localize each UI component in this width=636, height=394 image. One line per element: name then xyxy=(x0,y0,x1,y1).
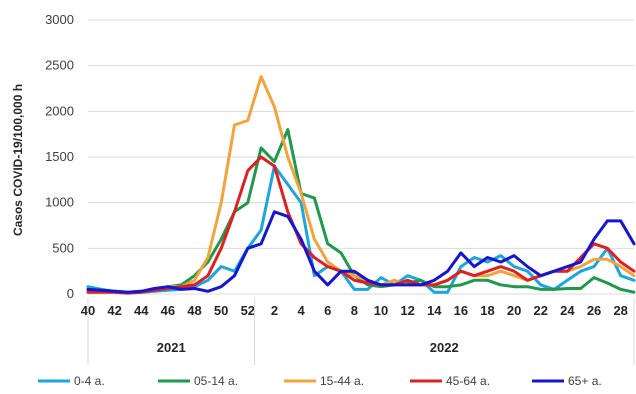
legend-label: 15-44 a. xyxy=(320,374,364,388)
year-label: 2022 xyxy=(430,340,459,355)
x-tick-label: 10 xyxy=(374,303,388,318)
y-tick-label: 3000 xyxy=(45,12,74,27)
x-tick-label: 24 xyxy=(560,303,575,318)
x-tick-label: 42 xyxy=(107,303,121,318)
y-tick-label: 500 xyxy=(52,240,74,255)
x-tick-label: 14 xyxy=(427,303,442,318)
y-tick-label: 2000 xyxy=(45,103,74,118)
legend-label: 05-14 a. xyxy=(194,374,238,388)
y-tick-label: 2500 xyxy=(45,58,74,73)
y-tick-label: 0 xyxy=(67,286,74,301)
x-tick-label: 22 xyxy=(534,303,548,318)
x-tick-label: 6 xyxy=(324,303,331,318)
y-axis: 0 500 1000 1500 2000 2500 3000 xyxy=(45,12,74,301)
x-tick-label: 52 xyxy=(241,303,255,318)
gridlines xyxy=(88,19,634,295)
year-label: 2021 xyxy=(157,340,186,355)
series-line xyxy=(86,128,636,294)
x-tick-label: 8 xyxy=(351,303,358,318)
series-line xyxy=(86,75,636,295)
x-axis: 40 42 44 46 48 50 52 2 4 6 8 10 12 14 16 18 20 22 24 26 2820… xyxy=(81,298,635,365)
series-lines xyxy=(86,75,636,295)
x-tick-label: 26 xyxy=(587,303,601,318)
legend-label: 45-64 a. xyxy=(446,374,490,388)
legend: 0-4 a. 05-14 a. 15-44 a. 45-64 a. 65+ a. xyxy=(38,374,602,388)
legend-label: 0-4 a. xyxy=(74,374,105,388)
x-tick-label: 16 xyxy=(454,303,468,318)
series-line xyxy=(86,210,636,294)
x-tick-label: 12 xyxy=(400,303,414,318)
x-tick-label: 2 xyxy=(271,303,278,318)
x-tick-label: 46 xyxy=(161,303,175,318)
x-tick-label: 4 xyxy=(297,303,305,318)
x-tick-label: 44 xyxy=(134,303,149,318)
x-tick-label: 28 xyxy=(613,303,627,318)
x-tick-label: 20 xyxy=(507,303,521,318)
y-tick-label: 1500 xyxy=(45,149,74,164)
x-tick-label: 48 xyxy=(187,303,201,318)
y-tick-label: 1000 xyxy=(45,195,74,210)
x-tick-label: 50 xyxy=(214,303,228,318)
y-axis-label: Casos COVID-19/100,000 h xyxy=(11,84,25,236)
x-tick-label: 18 xyxy=(480,303,494,318)
legend-label: 65+ a. xyxy=(568,374,602,388)
